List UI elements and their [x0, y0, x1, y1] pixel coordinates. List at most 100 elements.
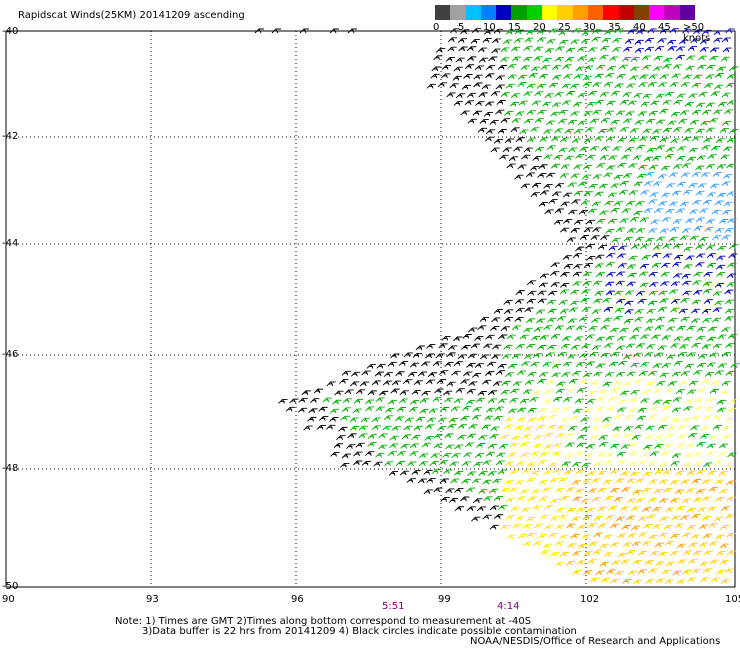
wind-barb	[556, 381, 566, 387]
wind-barb	[493, 496, 504, 501]
wind-barb	[463, 74, 473, 79]
wind-barb	[566, 237, 576, 243]
wind-barb	[491, 354, 501, 360]
wind-barb	[652, 524, 662, 530]
wind-barb	[562, 100, 572, 106]
wind-barb	[371, 417, 381, 423]
wind-barb	[612, 426, 622, 432]
wind-barb	[659, 228, 669, 234]
wind-barb	[588, 326, 598, 331]
wind-barb	[622, 92, 632, 98]
wind-barb	[419, 453, 429, 459]
wind-barb	[705, 102, 716, 108]
legend-swatch	[480, 5, 497, 20]
wind-barb	[391, 380, 402, 386]
wind-barb	[493, 514, 504, 520]
wind-barb	[727, 218, 737, 224]
wind-barb	[539, 137, 549, 143]
wind-barb	[435, 353, 445, 359]
wind-barb	[700, 577, 710, 583]
wind-barb	[364, 451, 375, 456]
wind-barb	[615, 516, 625, 522]
wind-barb	[510, 93, 521, 99]
wind-barb	[489, 524, 499, 530]
wind-barb	[506, 534, 516, 540]
wind-barb	[641, 541, 652, 547]
wind-barb	[697, 507, 707, 513]
wind-barb	[654, 325, 665, 331]
wind-barb	[696, 470, 706, 475]
wind-barb	[572, 496, 582, 502]
wind-barb	[697, 64, 707, 70]
wind-barb	[601, 38, 611, 43]
wind-barb	[648, 74, 658, 80]
wind-barb	[551, 364, 562, 369]
wind-barb	[710, 577, 721, 583]
wind-barb	[595, 272, 606, 278]
wind-barb	[570, 300, 580, 306]
wind-barb	[485, 129, 496, 135]
wind-barb	[514, 425, 524, 431]
wind-barb	[552, 191, 562, 197]
wind-barb	[336, 435, 346, 441]
wind-barb	[567, 543, 577, 549]
wind-barb	[622, 47, 633, 52]
wind-barb	[617, 552, 627, 558]
wind-barb	[366, 364, 376, 369]
wind-barb	[712, 172, 722, 177]
wind-barb	[663, 524, 673, 530]
wind-barb	[503, 111, 514, 116]
wind-barb	[646, 381, 656, 387]
wind-barb	[597, 471, 607, 476]
wind-barb	[599, 210, 609, 216]
wind-barb	[674, 523, 684, 529]
wind-barb	[654, 352, 664, 358]
wind-barb	[539, 452, 549, 458]
legend-label: 30	[583, 22, 596, 33]
wind-barb	[602, 381, 612, 387]
wind-barb	[716, 192, 727, 198]
wind-barb	[537, 173, 547, 178]
wind-barb	[326, 381, 336, 387]
wind-barb	[450, 478, 460, 484]
wind-barb	[559, 534, 569, 540]
wind-barb	[653, 55, 663, 61]
wind-barb	[700, 426, 710, 431]
wind-barb	[519, 334, 529, 340]
wind-barb	[721, 210, 732, 215]
wind-barb	[482, 38, 492, 43]
wind-barb	[517, 407, 527, 413]
wind-barb	[587, 208, 598, 214]
wind-barb	[614, 571, 624, 576]
wind-barb	[504, 424, 514, 430]
wind-barb	[347, 433, 357, 439]
wind-barb	[523, 119, 534, 124]
wind-barb	[662, 470, 673, 476]
wind-barb	[695, 253, 706, 259]
wind-barb	[382, 425, 392, 431]
wind-barb	[706, 443, 717, 449]
wind-barb	[610, 578, 620, 584]
wind-barb	[613, 175, 623, 180]
wind-barb	[471, 516, 481, 522]
wind-barb	[589, 118, 599, 124]
lon-label-96: 96	[291, 594, 304, 605]
wind-barb	[515, 344, 526, 349]
wind-barb	[552, 443, 562, 448]
wind-barb	[591, 318, 601, 323]
wind-barb	[600, 118, 610, 124]
wind-barb	[670, 533, 680, 539]
wind-barb	[441, 335, 451, 341]
wind-barb	[706, 65, 716, 70]
wind-barb	[526, 83, 536, 89]
wind-barb	[487, 471, 497, 477]
wind-barb	[538, 408, 548, 413]
wind-barb	[714, 228, 725, 234]
wind-barb	[559, 282, 570, 288]
wind-barb	[545, 120, 556, 126]
wind-barb	[516, 370, 527, 376]
wind-barb	[457, 354, 467, 360]
wind-barb	[624, 415, 634, 421]
wind-barb	[692, 200, 702, 206]
wind-barb	[563, 264, 573, 269]
